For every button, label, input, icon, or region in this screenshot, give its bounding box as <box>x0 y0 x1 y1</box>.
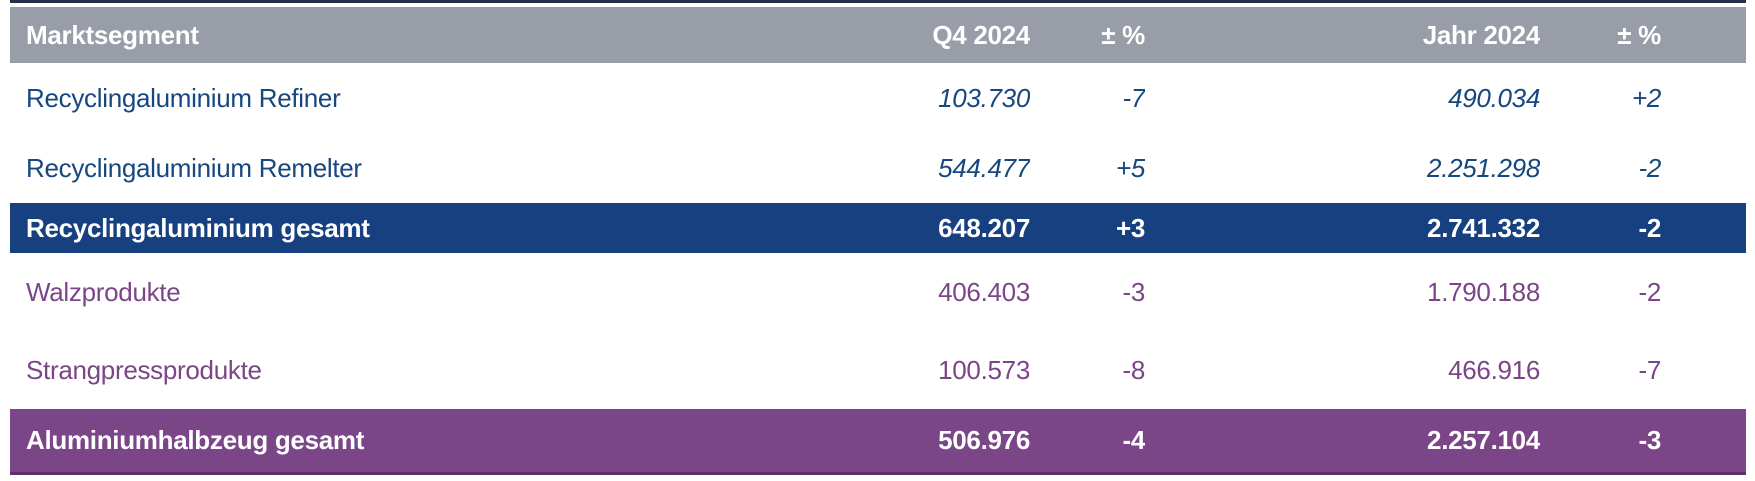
jahr-value: 466.916 <box>1448 354 1540 385</box>
segment-label: Walzprodukte <box>26 276 181 307</box>
q4-pct-value: +5 <box>1115 152 1145 183</box>
table-header-row: Marktsegment Q4 2024 ± % Jahr 2024 ± % <box>10 7 1746 63</box>
q4-pct-value: -4 <box>1122 424 1145 455</box>
column-header-q4-2024: Q4 2024 <box>932 19 1030 50</box>
jahr-value: 490.034 <box>1448 82 1540 113</box>
table-row-walzprodukte: Walzprodukte 406.403 -3 1.790.188 -2 <box>10 253 1746 331</box>
table-row-recyclingaluminium-remelter: Recyclingaluminium Remelter 544.477 +5 2… <box>10 133 1746 203</box>
q4-value: 100.573 <box>938 354 1030 385</box>
segment-label: Aluminiumhalbzeug gesamt <box>26 424 365 455</box>
jahr-value: 2.257.104 <box>1427 424 1540 455</box>
header-spacer-cell <box>1661 7 1746 63</box>
jahr-value: 2.741.332 <box>1427 212 1540 243</box>
table-row-aluminiumhalbzeug-gesamt: Aluminiumhalbzeug gesamt 506.976 -4 2.25… <box>10 409 1746 473</box>
q4-value: 544.477 <box>938 152 1030 183</box>
spacer-cell <box>1661 331 1746 409</box>
column-header-q4-pct: ± % <box>1101 19 1145 50</box>
spacer-cell <box>1661 63 1746 133</box>
q4-pct-value: -7 <box>1122 82 1145 113</box>
column-header-jahr-pct: ± % <box>1617 19 1661 50</box>
spacer-cell <box>1661 133 1746 203</box>
q4-value: 103.730 <box>938 82 1030 113</box>
jahr-pct-value: -7 <box>1638 354 1661 385</box>
column-header-marktsegment: Marktsegment <box>26 19 199 50</box>
jahr-value: 1.790.188 <box>1427 276 1540 307</box>
q4-value: 406.403 <box>938 276 1030 307</box>
spacer-cell <box>1661 409 1746 473</box>
top-border-line <box>10 0 1746 3</box>
segment-label: Recyclingaluminium Refiner <box>26 82 341 113</box>
table-row-recyclingaluminium-refiner: Recyclingaluminium Refiner 103.730 -7 49… <box>10 63 1746 133</box>
jahr-pct-value: -3 <box>1638 424 1661 455</box>
table-row-strangpressprodukte: Strangpressprodukte 100.573 -8 466.916 -… <box>10 331 1746 409</box>
column-header-jahr-2024: Jahr 2024 <box>1422 19 1540 50</box>
q4-value: 648.207 <box>938 212 1030 243</box>
table-row-recyclingaluminium-gesamt: Recyclingaluminium gesamt 648.207 +3 2.7… <box>10 203 1746 253</box>
spacer-cell <box>1661 253 1746 331</box>
market-segment-table: Marktsegment Q4 2024 ± % Jahr 2024 ± % R… <box>10 7 1746 475</box>
segment-label: Recyclingaluminium Remelter <box>26 152 362 183</box>
segment-label: Recyclingaluminium gesamt <box>26 212 370 243</box>
q4-pct-value: -3 <box>1122 276 1145 307</box>
segment-label: Strangpressprodukte <box>26 354 262 385</box>
q4-pct-value: -8 <box>1122 354 1145 385</box>
jahr-pct-value: -2 <box>1638 152 1661 183</box>
jahr-pct-value: +2 <box>1631 82 1661 113</box>
jahr-value: 2.251.298 <box>1427 152 1540 183</box>
q4-value: 506.976 <box>938 424 1030 455</box>
spacer-cell <box>1661 203 1746 253</box>
jahr-pct-value: -2 <box>1638 212 1661 243</box>
jahr-pct-value: -2 <box>1638 276 1661 307</box>
q4-pct-value: +3 <box>1115 212 1145 243</box>
